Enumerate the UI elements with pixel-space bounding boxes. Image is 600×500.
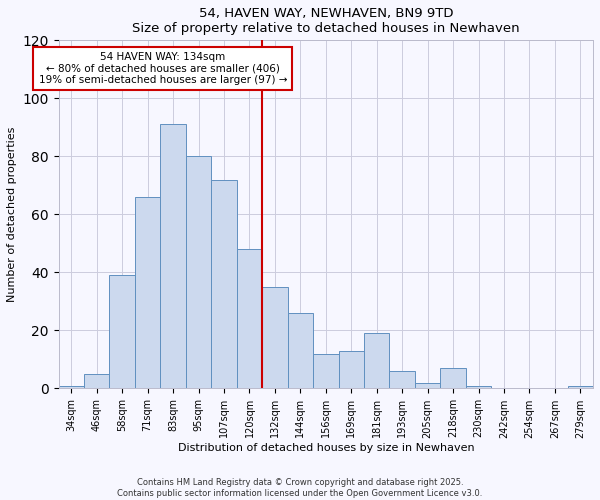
Bar — [262, 287, 287, 388]
Bar — [389, 371, 415, 388]
Bar — [313, 354, 338, 388]
Bar — [338, 350, 364, 389]
Text: Contains HM Land Registry data © Crown copyright and database right 2025.
Contai: Contains HM Land Registry data © Crown c… — [118, 478, 482, 498]
Bar — [287, 313, 313, 388]
Bar — [160, 124, 186, 388]
Bar — [186, 156, 211, 388]
Bar — [84, 374, 109, 388]
Bar — [135, 197, 160, 388]
Bar — [440, 368, 466, 388]
Bar — [237, 249, 262, 388]
Title: 54, HAVEN WAY, NEWHAVEN, BN9 9TD
Size of property relative to detached houses in: 54, HAVEN WAY, NEWHAVEN, BN9 9TD Size of… — [132, 7, 520, 35]
X-axis label: Distribution of detached houses by size in Newhaven: Distribution of detached houses by size … — [178, 443, 474, 453]
Bar — [59, 386, 84, 388]
Bar — [364, 334, 389, 388]
Bar — [109, 276, 135, 388]
Bar — [211, 180, 237, 388]
Y-axis label: Number of detached properties: Number of detached properties — [7, 126, 17, 302]
Text: 54 HAVEN WAY: 134sqm
← 80% of detached houses are smaller (406)
19% of semi-deta: 54 HAVEN WAY: 134sqm ← 80% of detached h… — [38, 52, 287, 85]
Bar — [415, 382, 440, 388]
Bar — [466, 386, 491, 388]
Bar — [568, 386, 593, 388]
